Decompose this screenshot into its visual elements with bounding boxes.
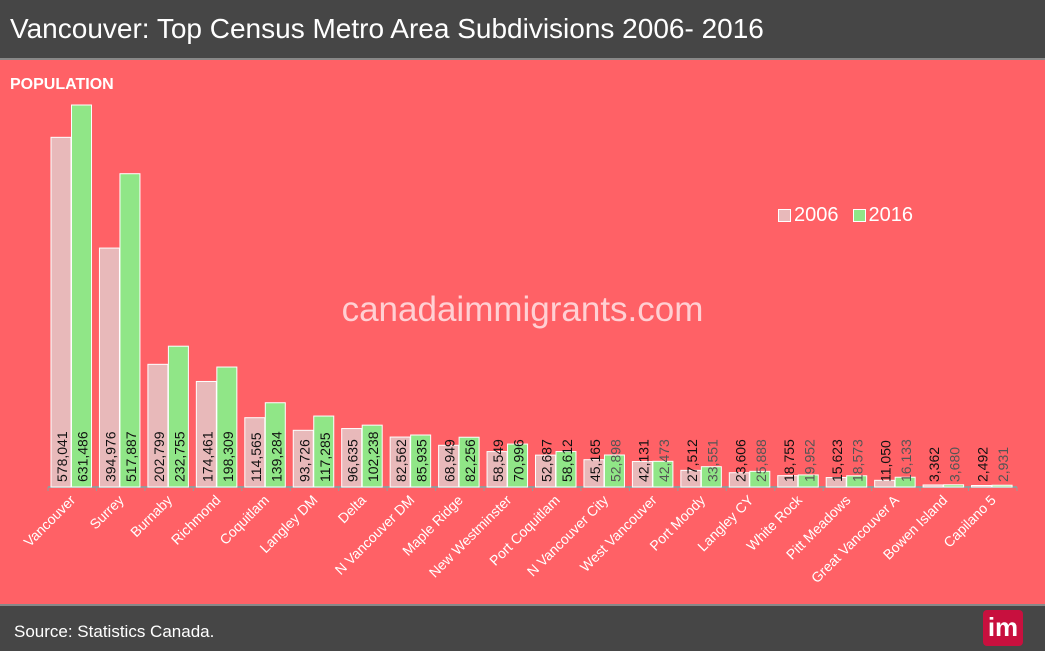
data-label: 45,165: [587, 439, 603, 482]
category-label: Surrey: [86, 492, 126, 532]
category-label: Vancouver: [20, 492, 78, 550]
data-label: 11,050: [878, 440, 894, 482]
data-label: 23,606: [732, 439, 748, 482]
data-label: 70,996: [511, 439, 527, 482]
data-label: 58,612: [559, 439, 575, 482]
data-label: 198,309: [220, 431, 236, 482]
category-label: New Westminster: [426, 492, 515, 581]
bar-2016: [216, 366, 238, 488]
bar-chart: 578,041 631,486 Vancouver 394,976 517,887 Sur…: [20, 104, 1018, 586]
bar-2006: [971, 484, 993, 488]
data-label: 232,755: [171, 431, 187, 482]
data-label: 2,931: [995, 447, 1011, 482]
data-label: 174,461: [199, 431, 215, 482]
chart-title: Vancouver: Top Census Metro Area Subdivi…: [10, 13, 764, 44]
im-logo: im: [983, 610, 1023, 646]
bar-2016: [652, 460, 674, 488]
bar-2016: [410, 434, 432, 488]
bar-2016: [71, 104, 92, 488]
bar-2016: [507, 443, 529, 488]
bar-2016: [458, 436, 480, 488]
data-label: 3,680: [947, 447, 963, 482]
data-label: 102,238: [365, 431, 381, 482]
data-label: 82,256: [462, 439, 478, 482]
data-label: 15,623: [829, 439, 845, 482]
data-label: 68,949: [442, 439, 458, 482]
bar-2016: [167, 345, 189, 488]
data-label: 52,898: [607, 439, 623, 482]
data-label: 96,635: [345, 439, 361, 482]
bar-2016: [700, 466, 722, 488]
bar-2016: [264, 402, 286, 488]
data-label: 139,284: [268, 431, 284, 482]
legend-item-2006: 2006: [778, 204, 839, 227]
watermark: canadaimmigrants.com: [341, 290, 704, 329]
data-label: 2,492: [975, 447, 991, 482]
category-label: Capilano 5: [940, 492, 999, 551]
bar-2016: [797, 474, 819, 488]
bar-2016: [603, 454, 625, 488]
bar-2016: [749, 470, 771, 488]
category-label: N Vancouver City: [524, 492, 612, 580]
bar-2006: [922, 484, 944, 488]
category-label: Burnaby: [127, 492, 175, 540]
data-label: 578,041: [54, 431, 70, 482]
data-label: 27,512: [684, 439, 700, 482]
data-label: 631,486: [75, 431, 91, 482]
data-label: 18,573: [850, 439, 866, 482]
data-label: 25,888: [753, 439, 769, 482]
data-label: 16,133: [898, 439, 914, 482]
data-label: 202,799: [151, 431, 167, 482]
category-label: Richmond: [168, 492, 224, 548]
y-axis-label: POPULATION: [10, 76, 114, 93]
data-label: 117,285: [317, 432, 333, 482]
data-label: 93,726: [296, 439, 312, 482]
legend-item-2016: 2016: [852, 204, 914, 227]
data-label: 82,562: [393, 439, 409, 482]
bar-2016: [991, 484, 1013, 488]
bar-2016: [555, 451, 577, 488]
legend-label-2006: 2006: [794, 204, 839, 226]
bar-2016: [361, 424, 383, 488]
data-label: 19,952: [801, 439, 817, 482]
source-text: Source: Statistics Canada.: [14, 622, 215, 641]
data-label: 114,565: [248, 432, 264, 482]
data-label: 394,976: [102, 431, 118, 482]
bar-2016: [943, 484, 965, 488]
data-label: 3,362: [926, 447, 942, 482]
legend: 2006 2016: [778, 204, 913, 227]
data-label: 52,687: [539, 439, 555, 482]
bar-2016: [119, 173, 141, 488]
legend-label-2016: 2016: [868, 204, 914, 226]
data-label: 33,551: [704, 439, 720, 482]
data-label: 85,935: [414, 439, 430, 482]
data-label: 42,131: [635, 439, 651, 482]
data-label: 18,755: [781, 439, 797, 482]
bar-2016: [894, 476, 916, 488]
bar-2016: [846, 475, 868, 488]
data-label: 58,549: [490, 439, 506, 482]
footer: Source: Statistics Canada. im: [0, 604, 1045, 651]
legend-swatch-2006: [778, 209, 791, 222]
data-label: 42,473: [656, 439, 672, 482]
data-label: 517,887: [123, 431, 139, 482]
category-label: Delta: [335, 492, 370, 527]
bar-2016: [313, 415, 335, 488]
category-label: Great Vancouver A: [808, 491, 903, 586]
title-bar: Vancouver: Top Census Metro Area Subdivi…: [0, 0, 1045, 60]
legend-swatch-2016: [852, 209, 866, 222]
